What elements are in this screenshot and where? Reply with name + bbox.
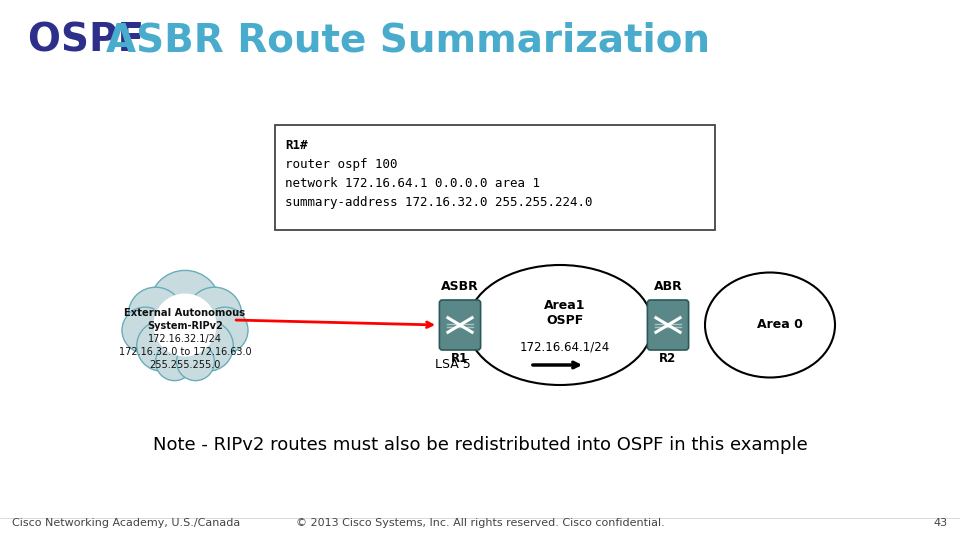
FancyBboxPatch shape bbox=[647, 300, 688, 350]
Circle shape bbox=[162, 332, 208, 377]
Text: External Autonomous: External Autonomous bbox=[125, 308, 246, 318]
Text: summary-address 172.16.32.0 255.255.224.0: summary-address 172.16.32.0 255.255.224.… bbox=[285, 196, 592, 209]
Text: R1#: R1# bbox=[285, 139, 307, 152]
Text: 43: 43 bbox=[934, 518, 948, 528]
Circle shape bbox=[204, 306, 236, 339]
Text: R2: R2 bbox=[660, 352, 677, 365]
Text: 172.16.32.1/24: 172.16.32.1/24 bbox=[148, 334, 222, 344]
Circle shape bbox=[122, 307, 168, 353]
Circle shape bbox=[154, 294, 217, 356]
Text: Cisco Networking Academy, U.S./Canada: Cisco Networking Academy, U.S./Canada bbox=[12, 518, 240, 528]
Circle shape bbox=[156, 343, 193, 381]
Circle shape bbox=[169, 293, 211, 336]
Text: System-RIPv2: System-RIPv2 bbox=[147, 321, 223, 331]
Circle shape bbox=[198, 339, 228, 369]
FancyBboxPatch shape bbox=[440, 300, 481, 350]
Circle shape bbox=[136, 325, 164, 352]
Circle shape bbox=[216, 325, 244, 352]
Text: ASBR: ASBR bbox=[442, 280, 479, 293]
Circle shape bbox=[177, 343, 214, 381]
Text: Area1
OSPF: Area1 OSPF bbox=[544, 299, 586, 327]
Text: ASBR Route Summarization: ASBR Route Summarization bbox=[106, 22, 709, 60]
Circle shape bbox=[183, 321, 233, 371]
Text: Note - RIPv2 routes must also be redistributed into OSPF in this example: Note - RIPv2 routes must also be redistr… bbox=[153, 436, 807, 454]
Circle shape bbox=[152, 339, 182, 369]
Text: LSA 5: LSA 5 bbox=[435, 359, 470, 372]
Text: 172.16.32.0 to 172.16.63.0: 172.16.32.0 to 172.16.63.0 bbox=[119, 347, 252, 357]
Text: ABR: ABR bbox=[654, 280, 683, 293]
Ellipse shape bbox=[150, 294, 221, 355]
Text: OSPF: OSPF bbox=[28, 22, 157, 60]
Text: router ospf 100: router ospf 100 bbox=[285, 158, 397, 171]
Ellipse shape bbox=[705, 273, 835, 377]
Text: 172.16.64.1/24: 172.16.64.1/24 bbox=[520, 341, 611, 354]
Circle shape bbox=[150, 271, 221, 342]
Circle shape bbox=[129, 287, 183, 342]
Circle shape bbox=[202, 307, 248, 353]
Circle shape bbox=[144, 306, 178, 339]
Text: R1: R1 bbox=[451, 352, 468, 365]
Circle shape bbox=[136, 321, 187, 371]
Text: © 2013 Cisco Systems, Inc. All rights reserved. Cisco confidential.: © 2013 Cisco Systems, Inc. All rights re… bbox=[296, 518, 664, 528]
Text: network 172.16.64.1 0.0.0.0 area 1: network 172.16.64.1 0.0.0.0 area 1 bbox=[285, 177, 540, 190]
Ellipse shape bbox=[468, 265, 653, 385]
Text: 255.255.255.0: 255.255.255.0 bbox=[150, 360, 221, 370]
Circle shape bbox=[187, 287, 242, 342]
FancyBboxPatch shape bbox=[275, 125, 715, 230]
Circle shape bbox=[177, 349, 204, 376]
Text: Area 0: Area 0 bbox=[757, 319, 803, 332]
